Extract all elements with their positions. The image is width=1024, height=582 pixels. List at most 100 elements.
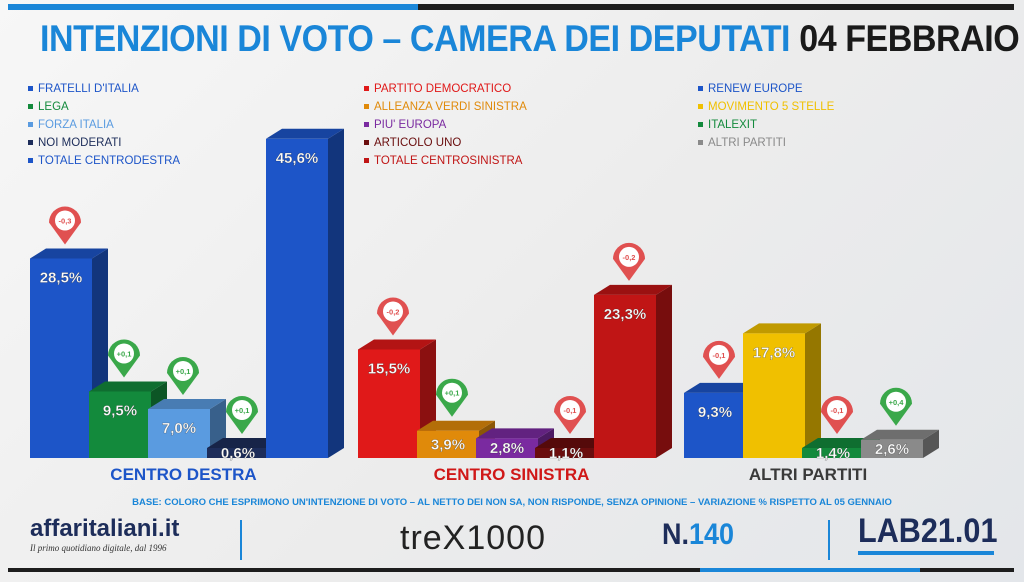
- change-down-pin: -0,3: [49, 206, 81, 245]
- pin-center: [619, 246, 639, 267]
- bar-top: [417, 420, 495, 431]
- bar-value-label: 3,9%: [431, 436, 465, 453]
- bar-top: [476, 428, 554, 439]
- change-label: -0,1: [831, 406, 844, 415]
- legend-centrodestra: FRATELLI D'ITALIA LEGA FORZA ITALIA NOI MOD…: [28, 80, 180, 170]
- legend-label: FORZA ITALIA: [38, 119, 114, 131]
- legend-swatch: [364, 104, 369, 110]
- change-label: +0,1: [235, 406, 250, 415]
- bar-side: [656, 284, 672, 458]
- bar-front: [89, 391, 151, 458]
- top-border-accent: [8, 4, 418, 10]
- legend-item: MOVIMENTO 5 STELLE: [698, 98, 834, 116]
- legend-label: MOVIMENTO 5 STELLE: [708, 101, 835, 113]
- change-down-pin: -0,2: [377, 297, 409, 336]
- bar-front: [861, 439, 923, 458]
- affaritaliani-name: affaritaliani.it: [30, 515, 180, 542]
- bar-front: [358, 349, 420, 458]
- bottom-border-accent: [700, 568, 920, 572]
- bar-value-label: 2,6%: [875, 441, 909, 458]
- footer-separator: [240, 520, 242, 560]
- bar-front: [30, 258, 92, 458]
- bar-top: [358, 339, 436, 350]
- change-down-pin: -0,1: [821, 396, 853, 434]
- legend-swatch: [28, 122, 33, 128]
- pin-center: [709, 344, 729, 365]
- bar-value-label: 45,6%: [276, 150, 319, 167]
- legend-label: PARTITO DEMOCRATICO: [374, 83, 512, 95]
- legend-swatch: [364, 158, 369, 164]
- legend-swatch: [364, 122, 369, 128]
- legend-label: ALTRI PARTITI: [708, 137, 786, 149]
- bar: [266, 128, 344, 459]
- legend-swatch: [698, 104, 703, 110]
- legend-label: NOI MODERATI: [38, 137, 122, 149]
- bar-side: [805, 323, 821, 458]
- bar-top: [30, 248, 108, 259]
- legend-swatch: [28, 140, 33, 146]
- legend-item: ARTICOLO UNO: [364, 134, 527, 152]
- bar-front: [684, 392, 746, 458]
- bar-value-label: 9,3%: [698, 404, 732, 421]
- change-up-pin: +0,1: [167, 357, 199, 395]
- footer-separator-2: [828, 520, 830, 560]
- change-down-pin: -0,1: [554, 396, 586, 434]
- issue-number: N.140: [662, 518, 734, 552]
- change-label: -0,2: [387, 308, 400, 317]
- pin-center: [173, 361, 193, 381]
- bar-front: [476, 438, 538, 458]
- bar-front: [266, 138, 328, 459]
- legend-item: LEGA: [28, 98, 180, 116]
- legend-swatch: [28, 86, 33, 92]
- change-label: +0,1: [445, 389, 460, 398]
- group-label: CENTRO SINISTRA: [434, 465, 590, 484]
- legend-item: TOTALE CENTRODESTRA: [28, 152, 180, 170]
- legend-label: RENEW EUROPE: [708, 83, 803, 95]
- bar-value-label: 7,0%: [162, 420, 196, 437]
- legend-item: ALTRI PARTITI: [698, 134, 834, 152]
- change-label: -0,1: [713, 351, 726, 360]
- lab2101-logo: LAB21.01: [858, 512, 1008, 562]
- bar-value-label: 1,4%: [816, 445, 850, 462]
- legend-swatch: [28, 158, 33, 164]
- issue-prefix: N.: [662, 518, 689, 551]
- legend-label: PIU' EUROPA: [374, 119, 447, 131]
- bar-value-label: 2,8%: [490, 440, 524, 457]
- legend-item: RENEW EUROPE: [698, 80, 834, 98]
- legend-altri: RENEW EUROPE MOVIMENTO 5 STELLE ITALEXIT AL…: [698, 80, 834, 152]
- change-down-pin: -0,2: [613, 242, 645, 281]
- legend-item: PARTITO DEMOCRATICO: [364, 80, 527, 98]
- bar-value-label: 0,6%: [221, 445, 255, 462]
- bar-value-label: 15,5%: [368, 361, 411, 378]
- lab2101-bar: [858, 551, 994, 555]
- bar-top: [802, 438, 880, 448]
- bar-value-label: 9,5%: [103, 403, 137, 420]
- legend-label: ARTICOLO UNO: [374, 137, 462, 149]
- legend-item: FRATELLI D'ITALIA: [28, 80, 180, 98]
- pin-center: [827, 400, 847, 420]
- change-up-pin: +0,1: [436, 378, 468, 417]
- pin-center: [232, 400, 252, 420]
- bar-front: [207, 448, 269, 458]
- change-label: -0,3: [59, 217, 72, 226]
- group-label: ALTRI PARTITI: [749, 465, 867, 484]
- group-label: CENTRO DESTRA: [110, 465, 256, 484]
- legend-swatch: [364, 140, 369, 146]
- legend-item: PIU' EUROPA: [364, 116, 527, 134]
- change-down-pin: -0,1: [703, 340, 735, 379]
- legend-item: ALLEANZA VERDI SINISTRA: [364, 98, 527, 116]
- affaritaliani-logo: affaritaliani.it Il primo quotidiano dig…: [30, 515, 250, 565]
- change-label: +0,1: [176, 367, 191, 376]
- issue-value: 140: [689, 518, 735, 551]
- bar-side: [328, 128, 344, 459]
- legend-label: ALLEANZA VERDI SINISTRA: [374, 101, 527, 113]
- bar: [861, 429, 939, 458]
- change-up-pin: +0,4: [880, 387, 912, 426]
- bar-top: [89, 381, 167, 392]
- bar-front: [594, 294, 656, 458]
- bar-top: [207, 438, 285, 448]
- change-up-pin: +0,1: [108, 339, 140, 378]
- change-up-pin: +0,1: [226, 396, 258, 434]
- bar-top: [266, 128, 344, 139]
